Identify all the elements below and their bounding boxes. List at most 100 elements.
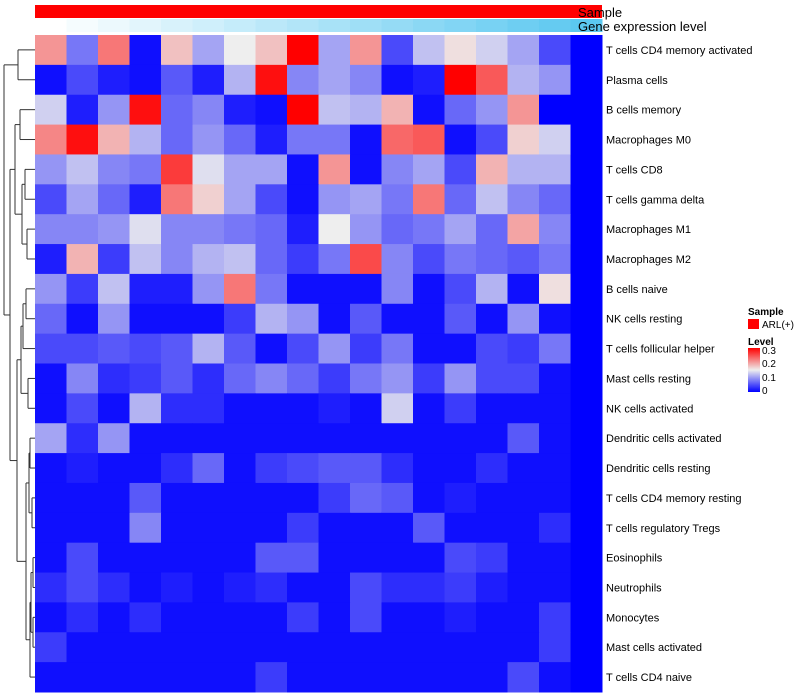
expression-annotation-cell bbox=[35, 19, 67, 32]
heatmap-cell bbox=[570, 393, 603, 424]
heatmap-cell bbox=[350, 184, 382, 215]
heatmap-cell bbox=[192, 273, 225, 305]
heatmap-cell bbox=[129, 453, 162, 484]
sample-annotation-bar bbox=[35, 5, 602, 18]
heatmap-cell bbox=[161, 662, 193, 693]
heatmap-cell bbox=[66, 214, 99, 245]
heatmap-cell bbox=[98, 602, 130, 633]
heatmap-cell bbox=[192, 482, 225, 514]
heatmap-cell bbox=[507, 632, 540, 663]
row-label: T cells gamma delta bbox=[606, 194, 705, 206]
heatmap-cell bbox=[224, 542, 256, 574]
heatmap-cell bbox=[192, 35, 225, 66]
heatmap-cell bbox=[35, 333, 67, 364]
heatmap-cell bbox=[224, 602, 256, 633]
heatmap-cell bbox=[507, 542, 540, 574]
column-annotation-bars bbox=[35, 5, 603, 32]
heatmap-cell bbox=[350, 94, 382, 126]
heatmap-cell bbox=[129, 482, 162, 514]
heatmap-cell bbox=[192, 632, 225, 663]
heatmap-cell bbox=[413, 632, 445, 663]
heatmap-cell bbox=[255, 393, 288, 424]
heatmap-cell bbox=[224, 303, 256, 335]
heatmap-cell bbox=[570, 423, 603, 454]
heatmap-cell bbox=[476, 482, 508, 514]
heatmap-cell bbox=[35, 512, 67, 544]
heatmap-cell bbox=[444, 662, 477, 693]
heatmap-cell bbox=[444, 572, 477, 603]
heatmap-cell bbox=[224, 124, 256, 155]
heatmap-cell bbox=[413, 393, 445, 424]
expression-annotation-cell bbox=[476, 19, 508, 32]
heatmap-cell bbox=[507, 393, 540, 424]
heatmap-cell bbox=[224, 512, 256, 544]
heatmap-cell bbox=[539, 64, 571, 96]
heatmap-cell bbox=[192, 214, 225, 245]
row-label: Plasma cells bbox=[606, 75, 668, 87]
heatmap-cell bbox=[318, 363, 351, 394]
heatmap-cell bbox=[192, 244, 225, 275]
row-label: T cells CD4 memory activated bbox=[606, 45, 753, 57]
heatmap-cell bbox=[35, 64, 67, 96]
heatmap-cell bbox=[255, 542, 288, 574]
heatmap-cell bbox=[129, 572, 162, 603]
heatmap-cell bbox=[413, 363, 445, 394]
heatmap-cell bbox=[255, 184, 288, 215]
heatmap-cell bbox=[224, 482, 256, 514]
heatmap-cell bbox=[66, 453, 99, 484]
heatmap-cell bbox=[129, 303, 162, 335]
heatmap-cell bbox=[161, 363, 193, 394]
row-labels: T cells CD4 memory activated Plasma cells… bbox=[606, 45, 753, 684]
heatmap-cell bbox=[444, 94, 477, 126]
heatmap-cell bbox=[539, 184, 571, 215]
heatmap-cell bbox=[507, 572, 540, 603]
heatmap-cell bbox=[98, 482, 130, 514]
heatmap-cell bbox=[287, 273, 319, 305]
heatmap-cell bbox=[381, 35, 414, 66]
heatmap-cell bbox=[507, 184, 540, 215]
heatmap-cell bbox=[444, 214, 477, 245]
annotation-label-expression: Gene expression level bbox=[578, 19, 707, 34]
heatmap-cell bbox=[255, 273, 288, 305]
heatmap-cell bbox=[129, 662, 162, 693]
heatmap-cell bbox=[287, 602, 319, 633]
row-label: T cells CD4 memory resting bbox=[606, 493, 742, 505]
heatmap-cell bbox=[413, 124, 445, 155]
heatmap-cell bbox=[35, 662, 67, 693]
heatmap-cell bbox=[444, 512, 477, 544]
heatmap-cell bbox=[570, 214, 603, 245]
heatmap-cell bbox=[255, 632, 288, 663]
heatmap-cell bbox=[476, 244, 508, 275]
heatmap-cell bbox=[539, 423, 571, 454]
heatmap-cell bbox=[507, 363, 540, 394]
heatmap-cell bbox=[413, 542, 445, 574]
heatmap-cell bbox=[507, 64, 540, 96]
heatmap-cell bbox=[98, 214, 130, 245]
heatmap-cell bbox=[66, 423, 99, 454]
heatmap-cell bbox=[350, 363, 382, 394]
heatmap-cell bbox=[255, 363, 288, 394]
heatmap-cell bbox=[570, 453, 603, 484]
heatmap-cell bbox=[129, 64, 162, 96]
heatmap-cell bbox=[570, 35, 603, 66]
heatmap-cell bbox=[444, 482, 477, 514]
heatmap-cell bbox=[318, 214, 351, 245]
heatmap-cell bbox=[570, 632, 603, 663]
heatmap-cell bbox=[444, 453, 477, 484]
heatmap-cell bbox=[192, 662, 225, 693]
heatmap-cell bbox=[287, 512, 319, 544]
heatmap-cell bbox=[570, 482, 603, 514]
heatmap-cell bbox=[444, 602, 477, 633]
heatmap-cell bbox=[255, 423, 288, 454]
heatmap-cell bbox=[507, 333, 540, 364]
heatmap-cell bbox=[287, 453, 319, 484]
heatmap-cell bbox=[66, 303, 99, 335]
heatmap-cell bbox=[539, 124, 571, 155]
heatmap-cell bbox=[35, 303, 67, 335]
heatmap-cell bbox=[66, 124, 99, 155]
heatmap-cell bbox=[224, 393, 256, 424]
heatmap-cell bbox=[66, 333, 99, 364]
row-label: Mast cells activated bbox=[606, 642, 702, 654]
heatmap-cell bbox=[255, 303, 288, 335]
heatmap-cell bbox=[66, 512, 99, 544]
